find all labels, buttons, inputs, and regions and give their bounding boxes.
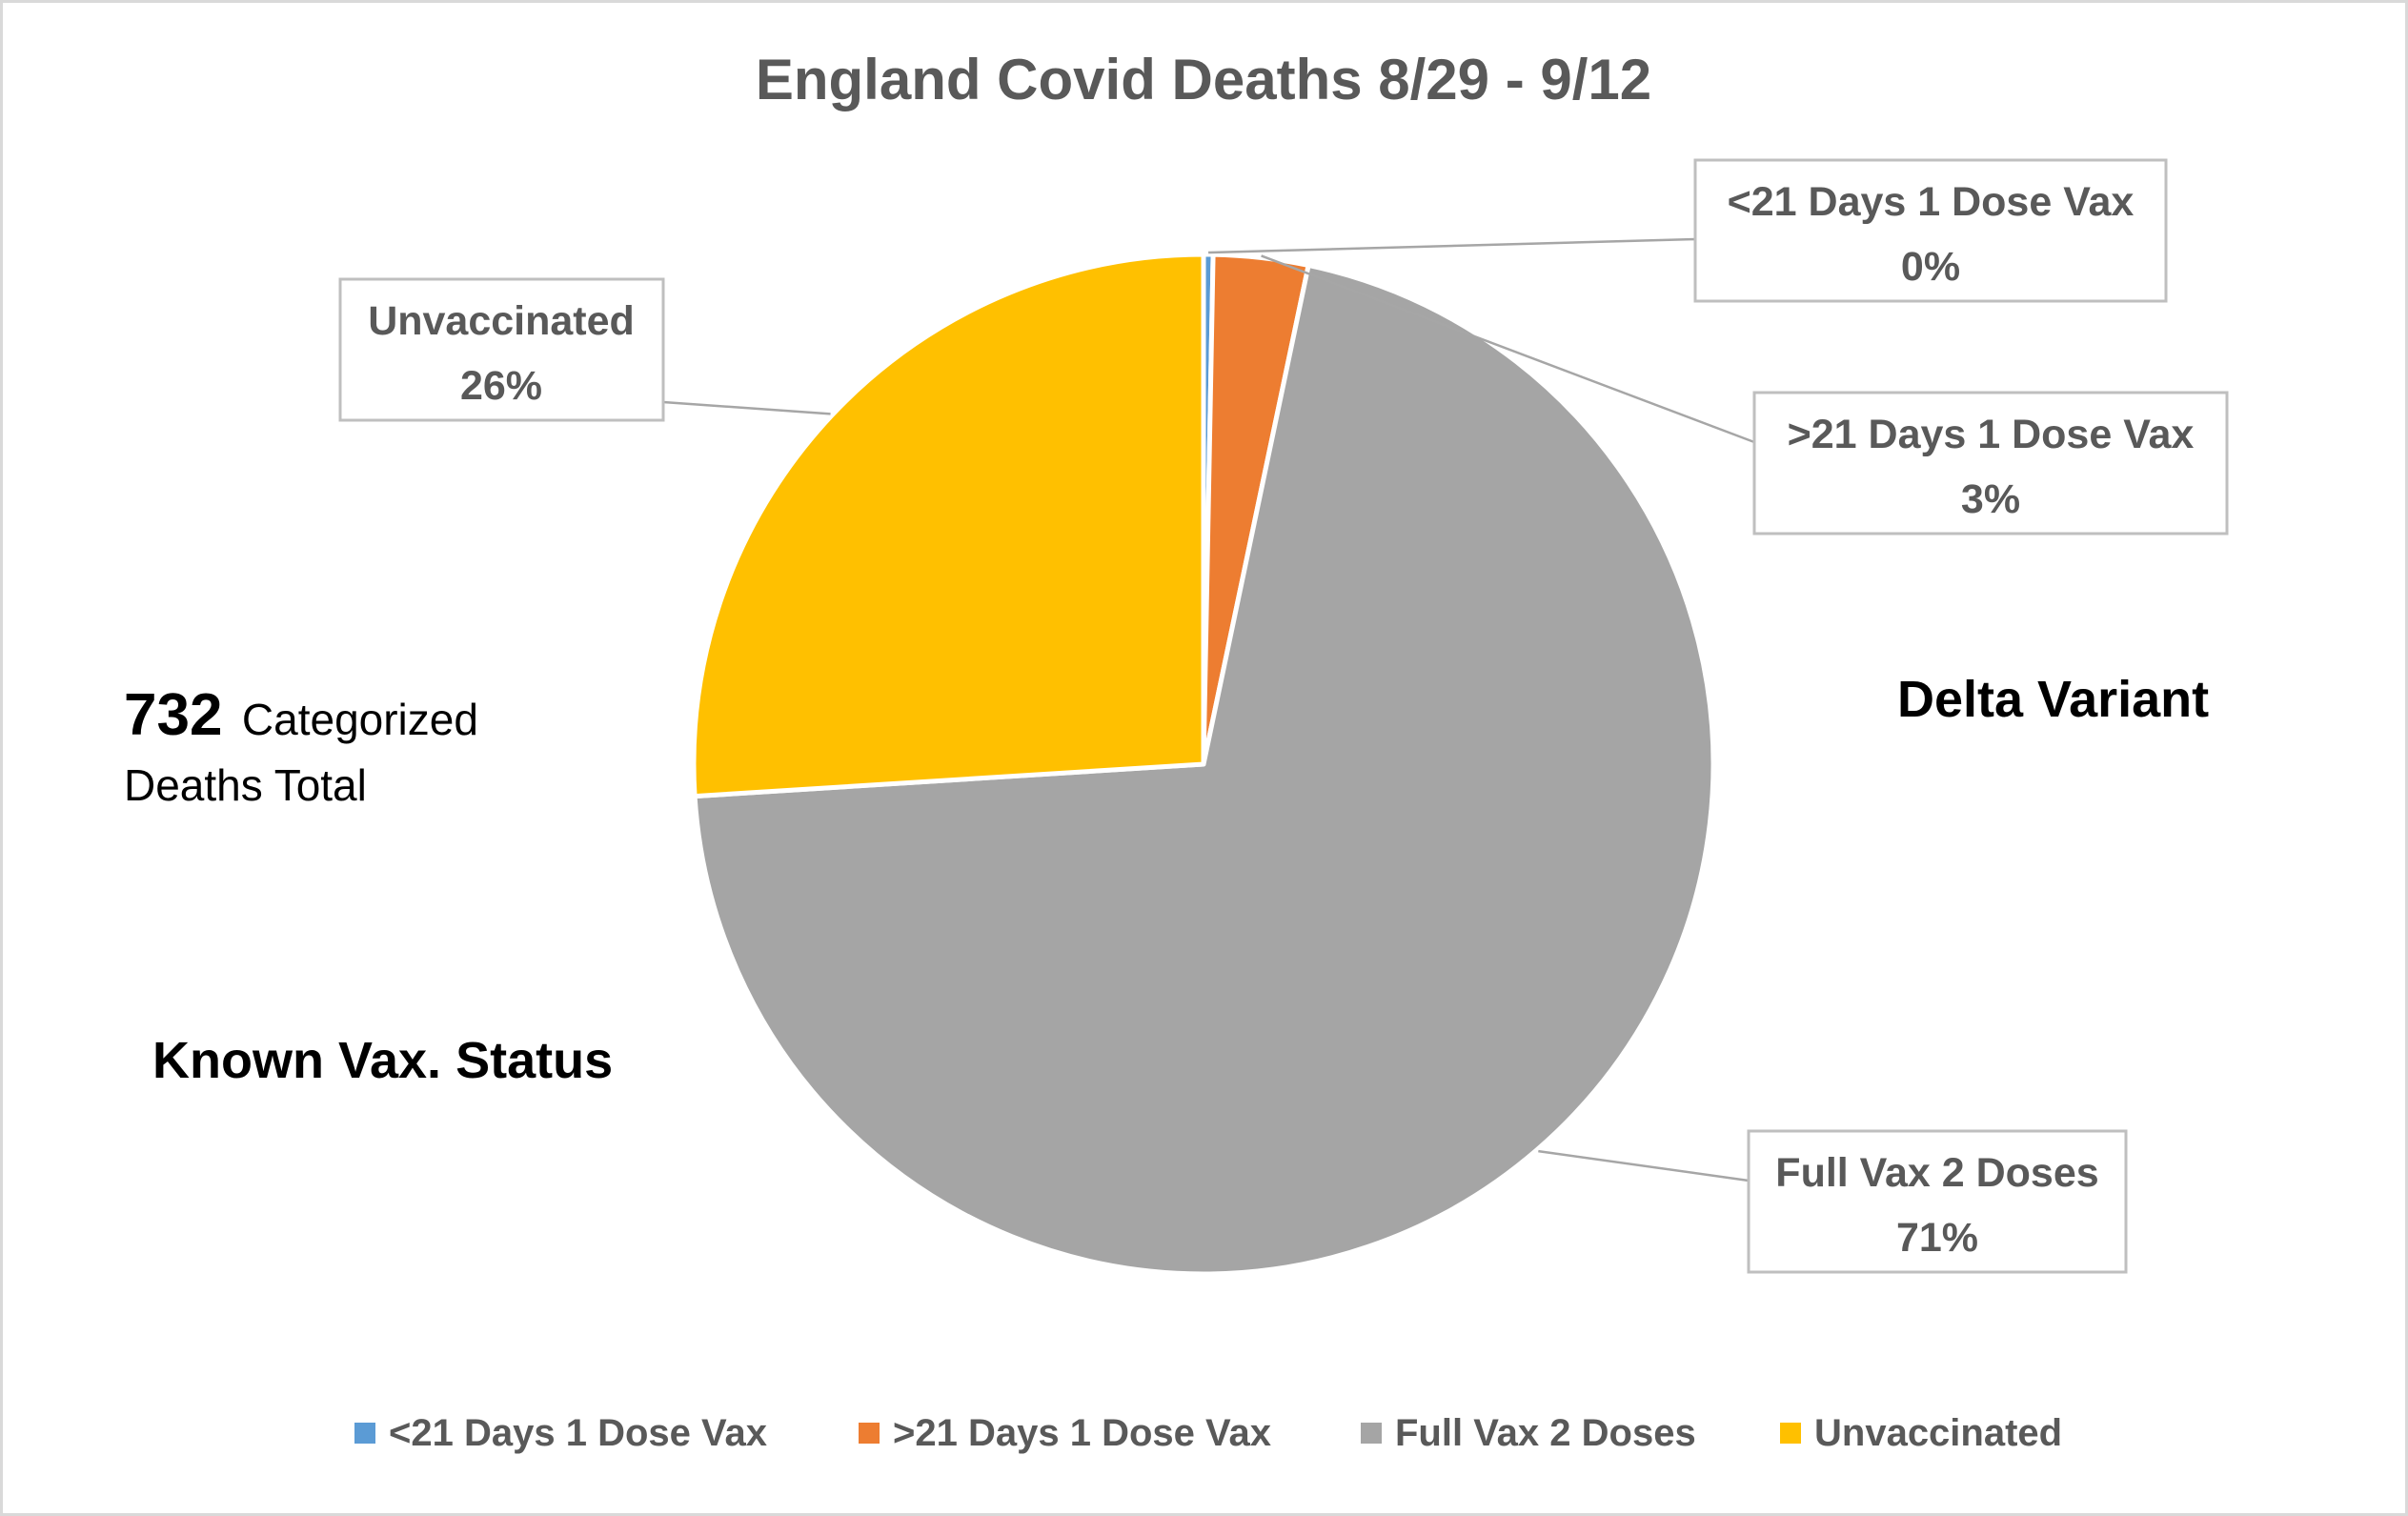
annotation-known-status: Known Vax. Status	[152, 1032, 613, 1089]
callout-lt21: <21 Days 1 Dose Vax 0%	[1693, 158, 2168, 303]
legend-label-unvaccinated: Unvaccinated	[1814, 1412, 2062, 1454]
leader-line-full-vax	[1538, 1149, 1750, 1182]
callout-unvaccinated: Unvaccinated 26%	[338, 277, 665, 422]
annotation-total-word: Categorized	[242, 695, 478, 744]
callout-lt21-percent: 0%	[1901, 244, 1960, 290]
annotation-total-number: 732	[124, 682, 222, 748]
callout-full-vax: Full Vax 2 Doses 71%	[1747, 1129, 2128, 1274]
legend-label-gt21-dose: >21 Days 1 Dose Vax	[893, 1412, 1271, 1454]
leader-line-unvaccinated	[662, 400, 831, 415]
callout-unvaccinated-category: Unvaccinated	[368, 298, 635, 344]
legend-swatch-lt21-dose	[354, 1423, 375, 1444]
legend: <21 Days 1 Dose Vax >21 Days 1 Dose Vax Fu…	[354, 1412, 2062, 1454]
annotation-variant: Delta Variant	[1897, 671, 2209, 728]
legend-swatch-unvaccinated	[1780, 1423, 1801, 1444]
callout-lt21-category: <21 Days 1 Dose Vax	[1728, 179, 2135, 225]
annotation-total: 732 Categorized	[124, 682, 478, 748]
legend-label-full-vax: Full Vax 2 Doses	[1395, 1412, 1696, 1454]
leader-line-gt21-dose	[1261, 254, 1755, 444]
callout-gt21-category: >21 Days 1 Dose Vax	[1788, 412, 2195, 457]
pie-slice-full-vax	[692, 262, 1716, 1277]
legend-swatch-full-vax	[1361, 1423, 1382, 1444]
callout-lt21-box	[1693, 158, 2168, 303]
annotation-total-line2: Deaths Total	[124, 760, 367, 810]
callout-full-vax-box	[1747, 1129, 2128, 1274]
callout-gt21-box	[1752, 391, 2229, 536]
chart-title: England Covid Deaths 8/29 - 9/12	[756, 48, 1651, 111]
pie-slices	[691, 252, 1716, 1277]
callout-full-vax-category: Full Vax 2 Doses	[1775, 1150, 2098, 1196]
callout-full-vax-percent: 71%	[1896, 1215, 1978, 1261]
legend-swatch-gt21-dose	[859, 1423, 880, 1444]
legend-label-lt21-dose: <21 Days 1 Dose Vax	[389, 1412, 767, 1454]
callout-gt21: >21 Days 1 Dose Vax 3%	[1752, 391, 2229, 536]
callout-unvaccinated-percent: 26%	[460, 363, 542, 409]
callout-unvaccinated-box	[338, 277, 665, 422]
callout-gt21-percent: 3%	[1961, 476, 2020, 522]
pie-slice-unvaccinated	[691, 252, 1206, 799]
